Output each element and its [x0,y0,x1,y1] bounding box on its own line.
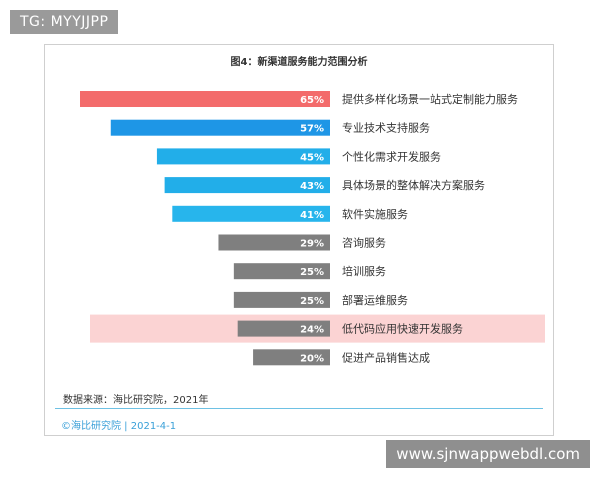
value-label-10: 20% [300,353,324,364]
bar-7 [233,263,330,280]
watermark-tag-bottom: www.sjnwappwebdl.com [386,440,590,468]
category-label-5: 软件实施服务 [342,207,408,221]
bar-chart: 65% 提供多样化场景一站式定制能力服务 57% 专业技术支持服务 45% 个性化需求开发… [80,91,545,366]
bar-5 [172,205,330,222]
category-label-7: 培训服务 [342,264,386,278]
bar-4 [164,177,330,194]
value-label-7: 25% [300,267,324,278]
category-label-6: 咨询服务 [342,236,386,250]
value-label-4: 43% [300,181,324,192]
value-label-3: 45% [300,152,324,163]
bar-2 [110,119,331,136]
category-label-9: 低代码应用快速开发服务 [342,322,463,336]
watermark-tag-top: TG: MYYJJPP [10,10,119,34]
value-label-5: 41% [300,210,324,221]
footer-divider [55,408,543,409]
footer-credit: ©海比研究院 | 2021-4-1 [61,421,177,432]
value-label-2: 57% [300,124,324,135]
bar-8 [233,291,330,308]
chart-title: 图4：新渠道服务能力范围分析 [230,57,368,68]
value-label-9: 24% [300,325,324,336]
data-source: 数据来源：海比研究院，2021年 [63,395,209,406]
category-label-1: 提供多样化场景一站式定制能力服务 [342,92,518,106]
bar-10 [253,349,330,366]
category-label-3: 个性化需求开发服务 [342,149,441,163]
value-label-1: 65% [300,95,324,106]
value-label-8: 25% [300,296,324,307]
bar-3 [156,148,330,165]
category-label-10: 促进产品销售达成 [342,350,430,364]
bar-6 [218,234,330,251]
chart-frame: 图4：新渠道服务能力范围分析 65% 提供多样化场景一站式定制能力服务 57% 专业技… [44,44,554,436]
category-label-4: 具体场景的整体解决方案服务 [342,178,485,192]
category-label-8: 部署运维服务 [342,293,408,307]
bar-9 [237,320,330,337]
bar-1 [80,91,330,107]
category-label-2: 专业技术支持服务 [342,121,430,135]
value-label-6: 29% [300,239,324,250]
